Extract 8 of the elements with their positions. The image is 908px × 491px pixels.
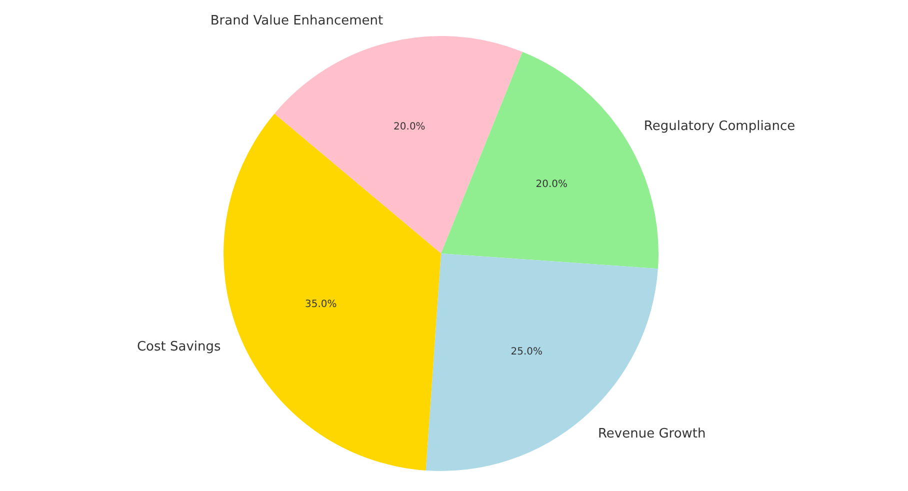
data-label: 35.0% [304, 299, 337, 310]
slice-label: Brand Value Enhancement [210, 14, 384, 29]
data-label: 25.0% [510, 346, 543, 358]
data-label: 20.0% [536, 178, 568, 190]
slice-label: Cost Savings [136, 339, 221, 354]
slice-label: Regulatory Compliance [644, 119, 796, 134]
slice-label: Revenue Growth [598, 426, 706, 442]
data-label: 20.0% [394, 121, 426, 132]
